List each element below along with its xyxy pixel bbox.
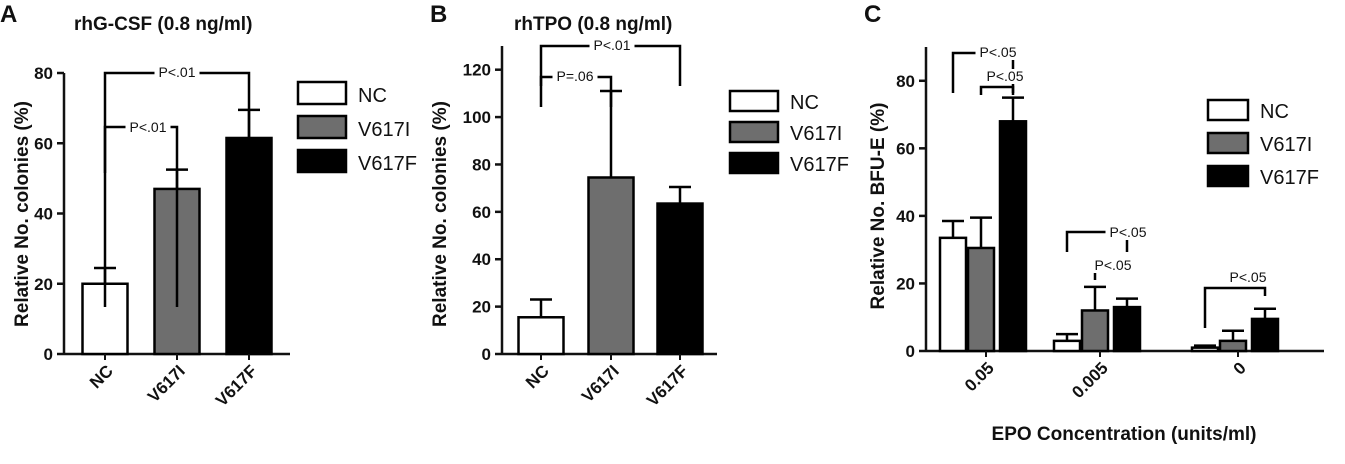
y-tick-label: 80 xyxy=(896,72,915,91)
y-tick-label: 60 xyxy=(472,203,491,222)
bar-v617f xyxy=(1250,317,1280,353)
significance-label: P<.05 xyxy=(1110,224,1147,240)
annotation-bg xyxy=(1225,270,1271,285)
significance-label: P<.05 xyxy=(980,44,1017,60)
legend-swatch-nc xyxy=(728,89,780,113)
significance-label: P<.05 xyxy=(987,68,1024,84)
legend-swatch-v617i xyxy=(728,120,780,144)
annotation-bg xyxy=(975,45,1021,60)
annotation-bg xyxy=(589,38,635,53)
x-axis-label: EPO Concentration (units/ml) xyxy=(992,424,1257,445)
legend-swatch-nc xyxy=(1206,98,1250,122)
y-tick-label: 120 xyxy=(463,61,491,80)
legend-swatch-v617f xyxy=(1206,164,1250,188)
bar-v617i xyxy=(587,176,635,356)
y-tick-label: 40 xyxy=(896,207,915,226)
chart-panel-c: C 0 20 40 60 80 Relative No. BFU-E (%) EPO Conc… xyxy=(864,1,1324,445)
y-axis-label: Relative No. BFU-E (%) xyxy=(868,103,889,310)
chart-title: rhG-CSF (0.8 ng/ml) xyxy=(74,14,252,35)
annotation-bg xyxy=(154,65,200,80)
significance-label: P<.05 xyxy=(1230,269,1267,285)
legend-label: V617F xyxy=(790,154,849,176)
bar-v617f xyxy=(656,202,704,356)
y-tick-label: 0 xyxy=(906,342,915,361)
legend: NC V617I V617F xyxy=(728,89,849,176)
legend-swatch-nc xyxy=(296,80,348,106)
significance-label: P=.06 xyxy=(557,68,594,84)
x-tick-label: V617I xyxy=(144,361,189,406)
bar-v617f xyxy=(1112,305,1142,353)
legend-label: V617F xyxy=(358,153,417,175)
y-tick-label: 100 xyxy=(463,108,491,127)
y-tick-label: 20 xyxy=(34,275,53,294)
annotation-bg xyxy=(982,69,1028,84)
y-tick-label: 40 xyxy=(472,250,491,269)
x-tick-label: 0.005 xyxy=(1068,358,1112,402)
annotation-bg xyxy=(1090,258,1136,273)
bar-nc xyxy=(1052,339,1082,353)
y-tick-label: 60 xyxy=(34,134,53,153)
legend-label: V617I xyxy=(790,123,842,145)
significance-label: P<.01 xyxy=(130,119,167,135)
significance-label: P<.01 xyxy=(159,64,196,80)
panel-letter: B xyxy=(430,1,447,28)
y-axis-label: Relative No. colonies (%) xyxy=(12,101,33,327)
legend: NC V617I V617F xyxy=(1206,98,1319,189)
annotation-bg xyxy=(1105,225,1151,240)
legend-label: NC xyxy=(1260,101,1289,123)
x-tick-label: NC xyxy=(522,361,553,392)
bar-v617i xyxy=(1080,309,1110,353)
bar-v617f xyxy=(225,136,273,356)
y-tick-label: 60 xyxy=(896,139,915,158)
significance-bracket xyxy=(1065,230,1129,252)
significance-bracket xyxy=(979,85,1015,95)
bar-nc xyxy=(517,316,565,356)
bar-nc xyxy=(938,236,968,353)
legend-swatch-v617f xyxy=(728,151,780,175)
y-tick-label: 80 xyxy=(34,64,53,83)
x-tick-label: 0 xyxy=(1230,358,1250,378)
significance-label: P<.01 xyxy=(594,37,631,53)
x-tick-label: NC xyxy=(86,361,117,392)
chart-title: rhTPO (0.8 ng/ml) xyxy=(514,14,672,35)
legend-label: NC xyxy=(790,92,819,114)
legend-label: NC xyxy=(358,85,387,107)
y-tick-label: 20 xyxy=(896,274,915,293)
bar-v617f xyxy=(998,120,1028,353)
annotation-bg xyxy=(552,69,598,84)
panel-letter: C xyxy=(864,1,881,28)
legend-label: V617I xyxy=(358,119,410,141)
y-tick-label: 80 xyxy=(472,155,491,174)
legend-swatch-v617i xyxy=(296,114,348,140)
panel-letter: A xyxy=(0,1,17,28)
y-axis-label: Relative No. colonies (%) xyxy=(430,101,451,327)
y-tick-label: 0 xyxy=(482,345,491,364)
x-tick-label: V617I xyxy=(578,361,623,406)
legend-label: V617F xyxy=(1260,167,1319,189)
legend-label: V617I xyxy=(1260,134,1312,156)
bar-v617i xyxy=(966,246,996,353)
legend-swatch-v617f xyxy=(296,148,348,174)
y-tick-label: 20 xyxy=(472,298,491,317)
annotation-bg xyxy=(125,120,171,135)
y-tick-label: 40 xyxy=(34,205,53,224)
significance-label: P<.05 xyxy=(1095,257,1132,273)
x-tick-label: V617F xyxy=(212,361,261,410)
legend: NC V617I V617F xyxy=(296,80,417,175)
bar-v617i xyxy=(1218,339,1248,353)
legend-swatch-v617i xyxy=(1206,131,1250,155)
x-tick-label: V617F xyxy=(643,361,692,410)
bar-nc xyxy=(1190,346,1220,353)
significance-bracket xyxy=(1203,286,1267,328)
y-tick-label: 0 xyxy=(44,345,53,364)
x-tick-label: 0.05 xyxy=(961,358,998,395)
